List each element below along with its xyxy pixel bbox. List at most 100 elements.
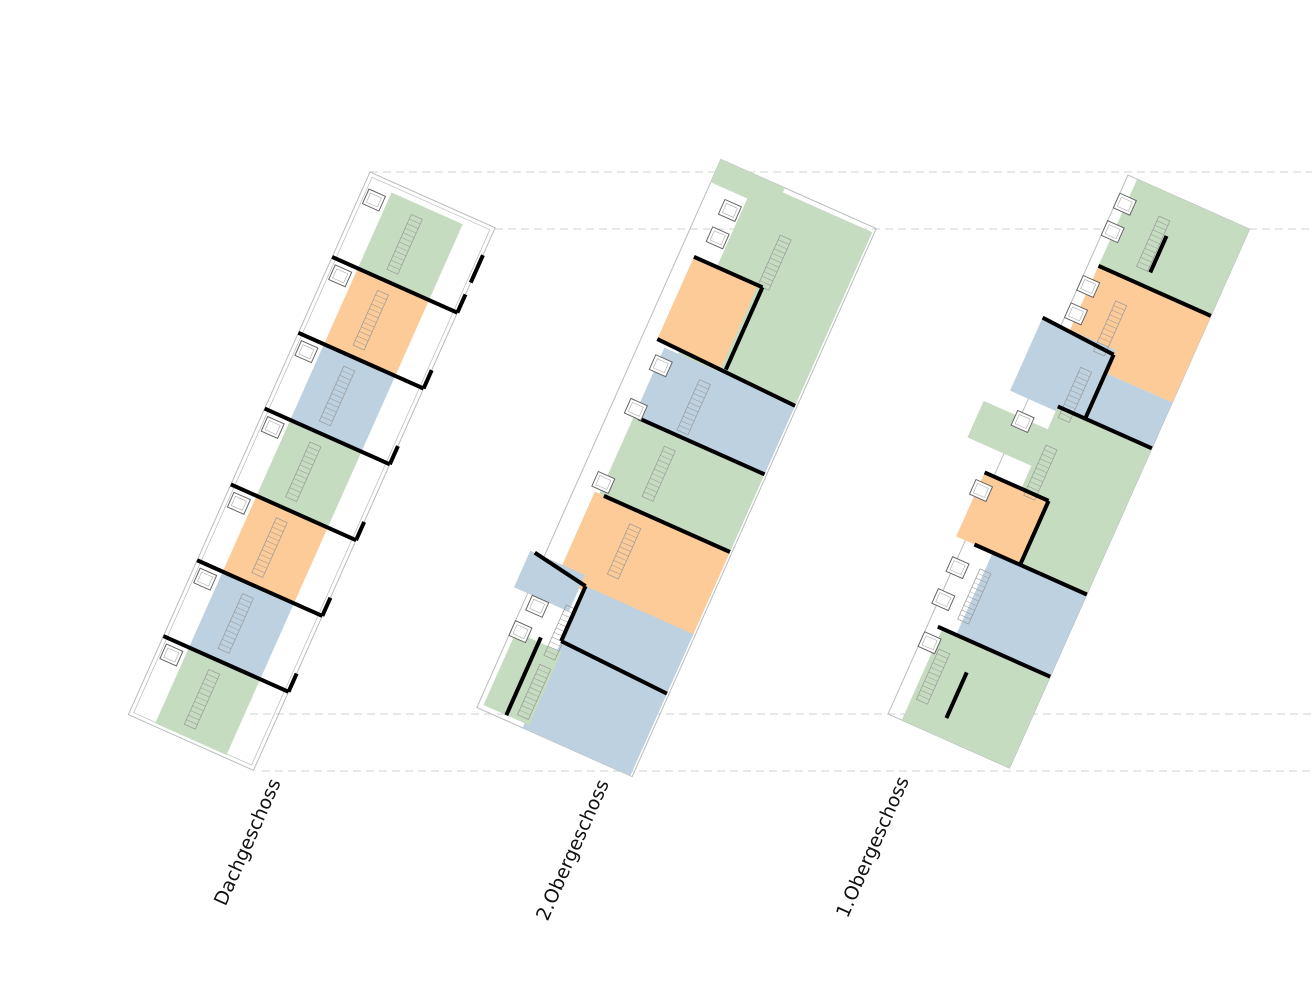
stair-step — [525, 696, 537, 702]
stair-step — [759, 280, 771, 286]
stair-step — [204, 678, 216, 684]
stair-step — [963, 605, 975, 611]
stair-step — [1146, 243, 1158, 249]
stair-step — [615, 555, 627, 561]
stair-step — [523, 700, 535, 707]
stair-step — [198, 692, 210, 698]
stair-step — [331, 393, 343, 399]
stair-step — [307, 446, 320, 452]
stair-step — [928, 671, 940, 677]
stair-step — [206, 673, 218, 680]
stair-step — [220, 643, 232, 649]
bathroom-icon — [361, 188, 387, 212]
stair-icon — [517, 663, 552, 720]
bathroom-icon — [159, 643, 184, 667]
stair-icon — [1023, 444, 1058, 501]
stair-step — [361, 326, 373, 332]
stair-step — [965, 600, 977, 606]
stair-step — [689, 402, 701, 408]
stair-icon — [1057, 366, 1093, 423]
wall — [354, 521, 367, 541]
stair-step — [1101, 332, 1113, 338]
wall — [297, 330, 425, 391]
stair-step — [388, 264, 400, 270]
unit-c — [513, 550, 586, 612]
stair-step — [765, 266, 778, 273]
stair-step — [772, 253, 784, 259]
wall — [387, 445, 400, 466]
stair-step — [1031, 476, 1043, 483]
bathroom-icon — [525, 594, 550, 618]
bathroom-icon — [294, 340, 319, 364]
fixture-icon — [935, 592, 952, 608]
stair-step — [236, 607, 248, 613]
fixture-icon — [652, 358, 669, 374]
fixture-icon — [627, 401, 644, 417]
stair-step — [1076, 376, 1088, 382]
stair-step — [253, 567, 265, 574]
stair-step — [1078, 371, 1090, 378]
stair-step — [959, 614, 971, 620]
stair-step — [323, 411, 335, 417]
bathroom-icon — [1063, 302, 1089, 326]
stair-step — [1064, 403, 1076, 410]
stair-step — [611, 564, 623, 571]
stair-step — [291, 482, 303, 489]
unit-b — [657, 256, 758, 368]
stair-step — [971, 586, 983, 593]
stair-step — [1068, 394, 1080, 400]
stair-step — [1105, 323, 1117, 329]
stair-step — [678, 425, 691, 431]
stair-step — [407, 223, 419, 229]
stair-step — [1150, 234, 1162, 240]
stair-step — [1074, 380, 1086, 387]
stair-step — [1154, 225, 1166, 231]
stair-step — [287, 491, 299, 498]
stair-step — [265, 540, 278, 546]
bathroom-icon — [648, 354, 673, 378]
bathroom-icon — [1112, 192, 1137, 216]
stair-step — [409, 218, 421, 225]
stair-step — [926, 676, 938, 682]
stair-step — [1041, 453, 1054, 460]
stair-step — [1035, 467, 1047, 473]
stair-step — [975, 577, 988, 584]
stair-step — [645, 487, 658, 493]
stair-step — [363, 322, 375, 328]
plan-dachgeschoss — [127, 171, 496, 772]
wall — [983, 470, 1050, 503]
stair-step — [1152, 229, 1164, 235]
stair-step — [537, 668, 549, 675]
stair-step — [693, 393, 705, 399]
stair-step — [1060, 412, 1072, 419]
bathroom-icon — [260, 415, 285, 440]
fixture-icon — [230, 495, 247, 511]
stair-step — [1109, 314, 1121, 320]
stair-step — [627, 528, 639, 534]
fixture-icon — [332, 268, 349, 284]
stair-step — [1111, 309, 1123, 316]
stair-step — [1066, 399, 1078, 405]
wall — [1083, 353, 1116, 420]
stair-step — [977, 573, 990, 579]
stair-step — [392, 255, 405, 261]
stair-icon — [916, 648, 951, 705]
stair-step — [1070, 389, 1082, 396]
stair-step — [339, 375, 351, 381]
fixture-icon — [512, 624, 529, 640]
stair-step — [662, 450, 674, 456]
wall — [504, 636, 543, 716]
stair-step — [643, 491, 656, 497]
fixture-icon — [529, 598, 546, 614]
stair-step — [961, 609, 973, 616]
stair-step — [761, 275, 774, 282]
stair-step — [232, 616, 244, 622]
stair-step — [293, 478, 305, 484]
bathroom-icon — [705, 226, 730, 250]
wall — [286, 672, 299, 693]
stair-step — [918, 694, 930, 700]
stair-step — [1140, 257, 1152, 263]
stair-step — [341, 370, 353, 376]
stair-step — [401, 237, 413, 243]
